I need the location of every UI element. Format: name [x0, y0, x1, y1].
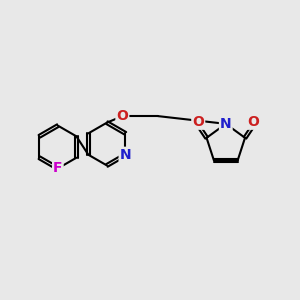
Text: O: O	[116, 109, 128, 123]
Text: N: N	[120, 148, 131, 162]
Text: O: O	[192, 115, 204, 129]
Text: N: N	[220, 117, 232, 131]
Text: O: O	[248, 115, 259, 129]
Text: F: F	[53, 161, 63, 176]
